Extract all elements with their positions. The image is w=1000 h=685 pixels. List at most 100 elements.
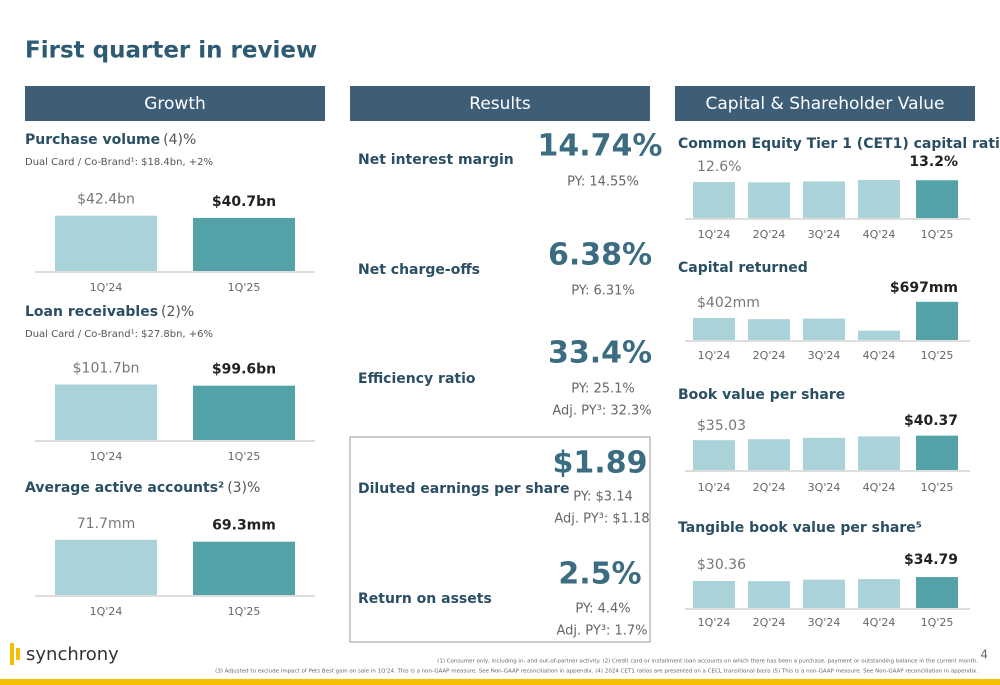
bar [748,581,790,608]
data-label: $697mm [890,280,958,296]
result-adjusted: Adj. PY³: 1.7% [556,624,647,639]
x-tick-label: 1Q'25 [228,605,261,618]
header-bg [350,86,650,121]
x-tick-label: 2Q'24 [753,481,786,494]
footnote: (3) Adjusted to exclude impact of Pets B… [215,669,978,675]
result-value: 6.38% [548,238,652,273]
bar [858,579,900,608]
page-number: 4 [980,648,988,662]
x-tick-label: 3Q'24 [808,349,841,362]
bar [916,180,958,218]
x-tick-label: 1Q'24 [698,616,731,629]
bar [803,318,845,340]
x-tick-label: 1Q'24 [90,605,123,618]
x-tick-label: 1Q'25 [228,281,261,294]
bar [55,384,157,440]
result-prior: PY: $3.14 [573,490,633,505]
result-value: 14.74% [538,129,663,164]
metric-change: (4)% [163,132,196,148]
data-label: $30.36 [697,557,746,573]
metric-name: Average active accounts² [25,480,224,496]
bar [803,579,845,608]
header-bg [675,86,975,121]
bar [748,439,790,470]
result-value: $1.89 [553,446,648,481]
metric-name: Loan receivables [25,304,158,320]
x-tick-label: 2Q'24 [753,228,786,241]
bar [916,435,958,470]
result-value: 2.5% [558,557,641,592]
bar [693,440,735,470]
bar [693,182,735,218]
column-header: Results [469,94,531,114]
footnote: (1) Consumer only, including in- and out… [437,659,978,665]
metric-name: Purchase volume [25,132,160,148]
logo: synchrony [26,644,119,665]
data-label: $402mm [697,295,760,311]
x-tick-label: 3Q'24 [808,228,841,241]
data-label: 69.3mm [212,518,276,534]
x-tick-label: 1Q'25 [921,481,954,494]
column-header: Growth [144,94,206,114]
metric-title: Loan receivables (2)% [25,304,194,320]
result-prior: PY: 14.55% [567,175,639,190]
x-tick-label: 1Q'24 [698,481,731,494]
x-tick-label: 4Q'24 [863,616,896,629]
bar [803,181,845,218]
bar [748,319,790,340]
x-tick-label: 1Q'24 [698,349,731,362]
x-tick-label: 2Q'24 [753,616,786,629]
x-tick-label: 1Q'25 [921,349,954,362]
header-bg [25,86,325,121]
result-label: Net interest margin [358,152,514,168]
x-tick-label: 1Q'24 [90,281,123,294]
data-label: $42.4bn [77,192,135,208]
x-tick-label: 2Q'24 [753,349,786,362]
result-prior: PY: 25.1% [571,382,635,397]
column-header: Capital & Shareholder Value [706,94,945,114]
highlight-box [349,436,651,643]
metric-note: Dual Card / Co-Brand¹: $27.8bn, +6% [25,329,213,340]
x-tick-label: 1Q'24 [90,450,123,463]
bar [193,541,295,595]
bar [916,577,958,608]
data-label: $40.7bn [212,194,276,210]
metric-title: Capital returned [678,260,808,276]
result-adjusted: Adj. PY³: 32.3% [552,404,651,419]
result-label: Diluted earnings per share [358,481,570,497]
data-label: 13.2% [909,154,958,170]
metric-title: Common Equity Tier 1 (CET1) capital rati… [678,136,1000,152]
result-label: Net charge-offs [358,262,480,278]
x-tick-label: 1Q'24 [698,228,731,241]
result-label: Return on assets [358,591,492,607]
data-label: 12.6% [697,159,741,175]
logo-mark [16,648,20,660]
bar [55,539,157,595]
data-label: $99.6bn [212,362,276,378]
bar [748,182,790,218]
data-label: $101.7bn [73,361,140,377]
data-label: 71.7mm [77,516,135,532]
bar [55,215,157,271]
metric-title: Tangible book value per share⁵ [678,520,922,536]
metric-title: Average active accounts² (3)% [25,480,260,496]
data-label: $35.03 [697,418,746,434]
x-tick-label: 4Q'24 [863,481,896,494]
bar [193,385,295,440]
bar [916,301,958,340]
x-tick-label: 4Q'24 [863,349,896,362]
x-tick-label: 1Q'25 [228,450,261,463]
result-adjusted: Adj. PY³: $1.18 [554,512,649,527]
x-tick-label: 1Q'25 [921,228,954,241]
metric-title: Book value per share [678,387,845,403]
metric-title: Purchase volume (4)% [25,132,196,148]
x-tick-label: 4Q'24 [863,228,896,241]
bar [858,436,900,470]
bar [803,437,845,470]
bar [858,330,900,340]
x-tick-label: 3Q'24 [808,481,841,494]
logo-mark [10,643,14,665]
slide-title: First quarter in review [25,38,317,64]
metric-change: (3)% [227,480,260,496]
